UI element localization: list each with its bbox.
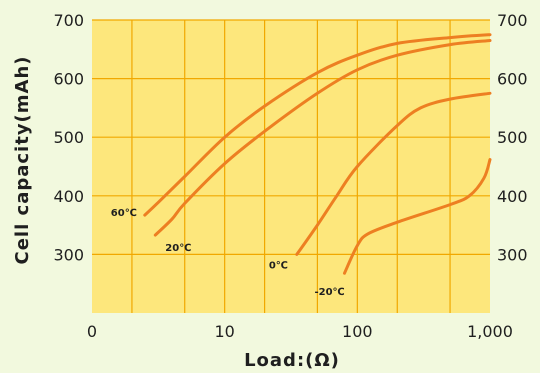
series-label-3: -20℃ [314,287,344,298]
y-tick-label-right: 500 [497,128,528,147]
y-tick-label-left: 400 [53,187,84,206]
series-label-0: 60℃ [111,208,137,219]
y-tick-label-left: 700 [53,11,84,30]
series-labels: 60℃ 20℃ 0℃ -20℃ [111,208,345,298]
y-tick-label-right: 300 [497,245,528,264]
y-tick-label-right: 400 [497,187,528,206]
x-tick-label: 0 [87,322,97,341]
series-line-2 [295,91,492,256]
series-line-1 [153,39,492,237]
series-label-2: 0℃ [269,260,288,271]
series-lines [143,33,492,275]
y-tick-label-right: 600 [497,70,528,89]
y-axis-title: Cell capacity(mAh) [12,55,33,264]
plot-area [92,20,490,313]
x-tick-label: 100 [342,322,373,341]
y-tick-label-left: 600 [53,70,84,89]
y-tick-label-left: 300 [53,245,84,264]
x-tick-label: 10 [214,322,234,341]
y-tick-labels-left: 300 400 500 600 700 [53,11,84,264]
y-tick-label-right: 700 [497,11,528,30]
y-tick-label-left: 500 [53,128,84,147]
series-line-3 [343,158,492,275]
y-tick-labels-right: 300 400 500 600 700 [497,11,528,264]
series-label-1: 20℃ [165,243,191,254]
x-tick-label: 1,000 [467,322,513,341]
series-line-0 [143,33,492,217]
x-tick-labels: 0 10 100 1,000 [87,322,513,341]
x-axis-title: Load:(Ω) [244,350,340,371]
